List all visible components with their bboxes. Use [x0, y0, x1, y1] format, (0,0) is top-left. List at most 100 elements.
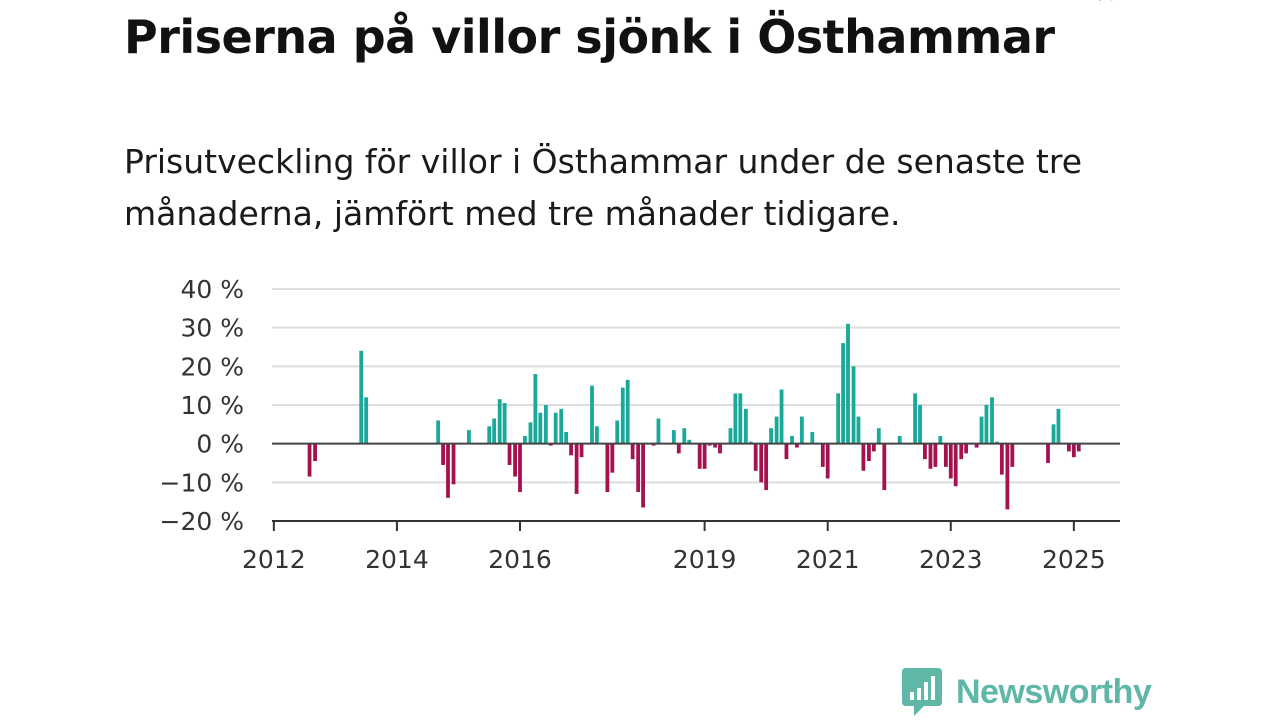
- bar: [851, 366, 856, 444]
- bar: [307, 443, 312, 477]
- bar: [774, 416, 779, 444]
- bar: [999, 443, 1004, 475]
- bar: [964, 443, 969, 454]
- bar: [671, 430, 676, 444]
- bar: [569, 443, 573, 456]
- bar: [933, 443, 938, 467]
- bar: [979, 416, 984, 444]
- bar: [897, 435, 902, 444]
- bar: [1046, 443, 1050, 463]
- bar: [620, 387, 625, 444]
- bar: [687, 439, 692, 444]
- bar: [984, 405, 989, 444]
- bar: [861, 443, 866, 471]
- bar: [728, 428, 733, 444]
- grid-lines: [272, 288, 1120, 484]
- bar: [697, 443, 702, 469]
- bar: [943, 443, 948, 467]
- bar: [713, 443, 717, 448]
- y-tick-label: −10 %: [160, 468, 244, 497]
- bar: [882, 443, 887, 491]
- bar: [538, 412, 543, 444]
- bar: [313, 443, 317, 462]
- bar: [564, 432, 569, 444]
- bar: [1076, 443, 1081, 452]
- bar: [441, 443, 445, 465]
- y-tick-label: 10 %: [180, 391, 244, 420]
- bar: [590, 385, 594, 444]
- x-tick-label: 2016: [488, 545, 552, 574]
- y-tick-label: 20 %: [180, 352, 244, 381]
- bar: [769, 428, 773, 444]
- chart-title: Priserna på villor sjönk i Östhammar: [124, 10, 1055, 64]
- last-value-label: −2 %: [1049, 0, 1118, 6]
- bar: [959, 443, 964, 460]
- bar: [1071, 443, 1076, 458]
- bar: [553, 412, 558, 444]
- y-tick-label: 0 %: [196, 430, 244, 459]
- bar: [1051, 424, 1056, 444]
- bar: [764, 443, 769, 491]
- bar: [702, 443, 707, 469]
- bar: [513, 443, 517, 477]
- bar: [810, 432, 815, 444]
- bar: [799, 416, 804, 444]
- bar: [820, 443, 825, 467]
- bar: [825, 443, 830, 479]
- bar: [948, 443, 953, 479]
- bar: [676, 443, 681, 454]
- bar: [359, 350, 364, 444]
- bar: [738, 393, 743, 444]
- bar: [779, 389, 784, 444]
- bar: [923, 443, 927, 460]
- x-tick-label: 2012: [242, 545, 306, 574]
- x-tick-label: 2014: [365, 545, 429, 574]
- bar: [928, 443, 933, 469]
- bar: [605, 443, 610, 492]
- bars: [307, 323, 1081, 510]
- bar: [784, 443, 789, 460]
- bar: [610, 443, 615, 473]
- bar: [974, 443, 979, 448]
- x-tick-label: 2023: [919, 545, 983, 574]
- bar: [625, 379, 630, 444]
- bar: [436, 420, 441, 444]
- bar: [682, 428, 687, 444]
- x-tick-label: 2021: [796, 545, 860, 574]
- bar: [451, 443, 456, 485]
- axes: [272, 442, 1120, 531]
- bar: [630, 443, 635, 460]
- bar: [871, 443, 876, 452]
- bar: [559, 408, 564, 444]
- bar: [615, 420, 620, 444]
- bar: [528, 422, 533, 444]
- bar: [656, 418, 661, 444]
- chart-subtitle: Prisutveckling för villor i Östhammar un…: [124, 142, 1083, 233]
- bar: [364, 397, 369, 444]
- bar: [502, 403, 507, 444]
- bar: [753, 443, 758, 471]
- bar: [518, 443, 522, 492]
- y-tick-label: −20 %: [160, 507, 244, 536]
- bar: [841, 343, 845, 444]
- bar: [1056, 408, 1061, 444]
- bar: [574, 443, 579, 494]
- x-tick-label: 2019: [673, 545, 737, 574]
- bar: [790, 435, 794, 444]
- x-tick-label: 2025: [1042, 545, 1106, 574]
- y-tick-label: 40 %: [180, 275, 244, 304]
- bar: [938, 435, 943, 444]
- bar: [990, 397, 994, 444]
- bar: [507, 443, 512, 465]
- bar: [636, 443, 641, 492]
- bar: [836, 393, 841, 444]
- bar: [1067, 443, 1071, 452]
- bar: [1010, 443, 1015, 467]
- bar: [795, 443, 799, 448]
- bar: [523, 435, 527, 444]
- bar: [533, 374, 538, 444]
- bar: [641, 443, 645, 508]
- bar: [1005, 443, 1010, 510]
- bar: [856, 416, 861, 444]
